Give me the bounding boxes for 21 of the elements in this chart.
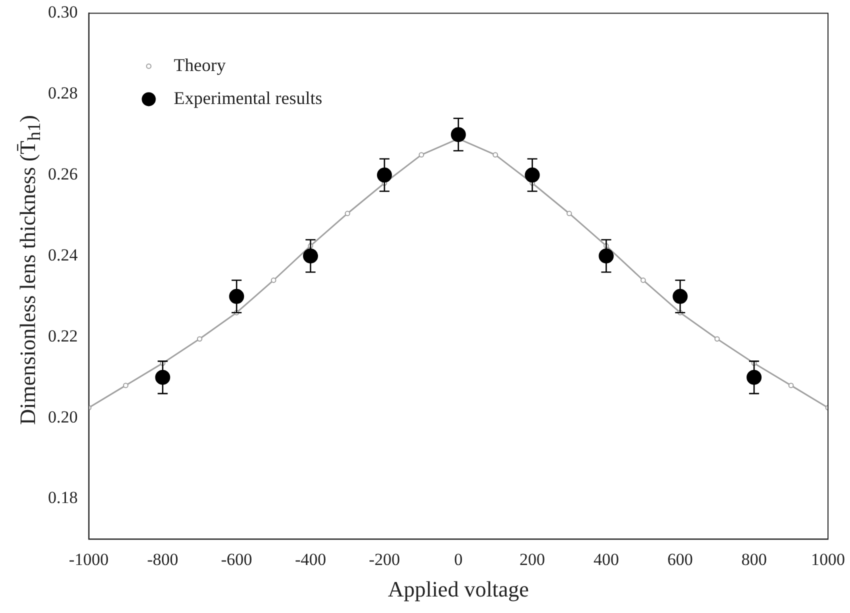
x-tick-label: 400 <box>593 550 619 569</box>
y-tick-label: 0.30 <box>48 2 78 22</box>
x-tick-label: -600 <box>221 550 252 569</box>
y-tick-label: 0.26 <box>48 164 78 184</box>
y-tick-label: 0.22 <box>48 326 78 346</box>
x-tick-label: 800 <box>741 550 767 569</box>
x-tick-label: -400 <box>294 550 326 569</box>
x-tick-label: -800 <box>147 550 178 569</box>
x-tick-label: 1000 <box>811 550 845 569</box>
x-tick-label: 600 <box>667 550 693 569</box>
x-axis-title: Applied voltage <box>388 576 529 602</box>
y-tick-label: 0.20 <box>48 407 78 426</box>
x-tick-label: 0 <box>454 550 463 569</box>
x-tick-label: -1000 <box>68 550 109 569</box>
y-tick-label: 0.28 <box>48 84 78 103</box>
legend-label: Theory <box>174 54 226 75</box>
legend-label: Experimental results <box>174 88 322 108</box>
x-tick-label: 200 <box>520 550 546 569</box>
y-tick-label: 0.24 <box>48 245 78 264</box>
y-tick-label: 0.18 <box>48 488 78 508</box>
x-tick-label: -200 <box>368 550 400 569</box>
